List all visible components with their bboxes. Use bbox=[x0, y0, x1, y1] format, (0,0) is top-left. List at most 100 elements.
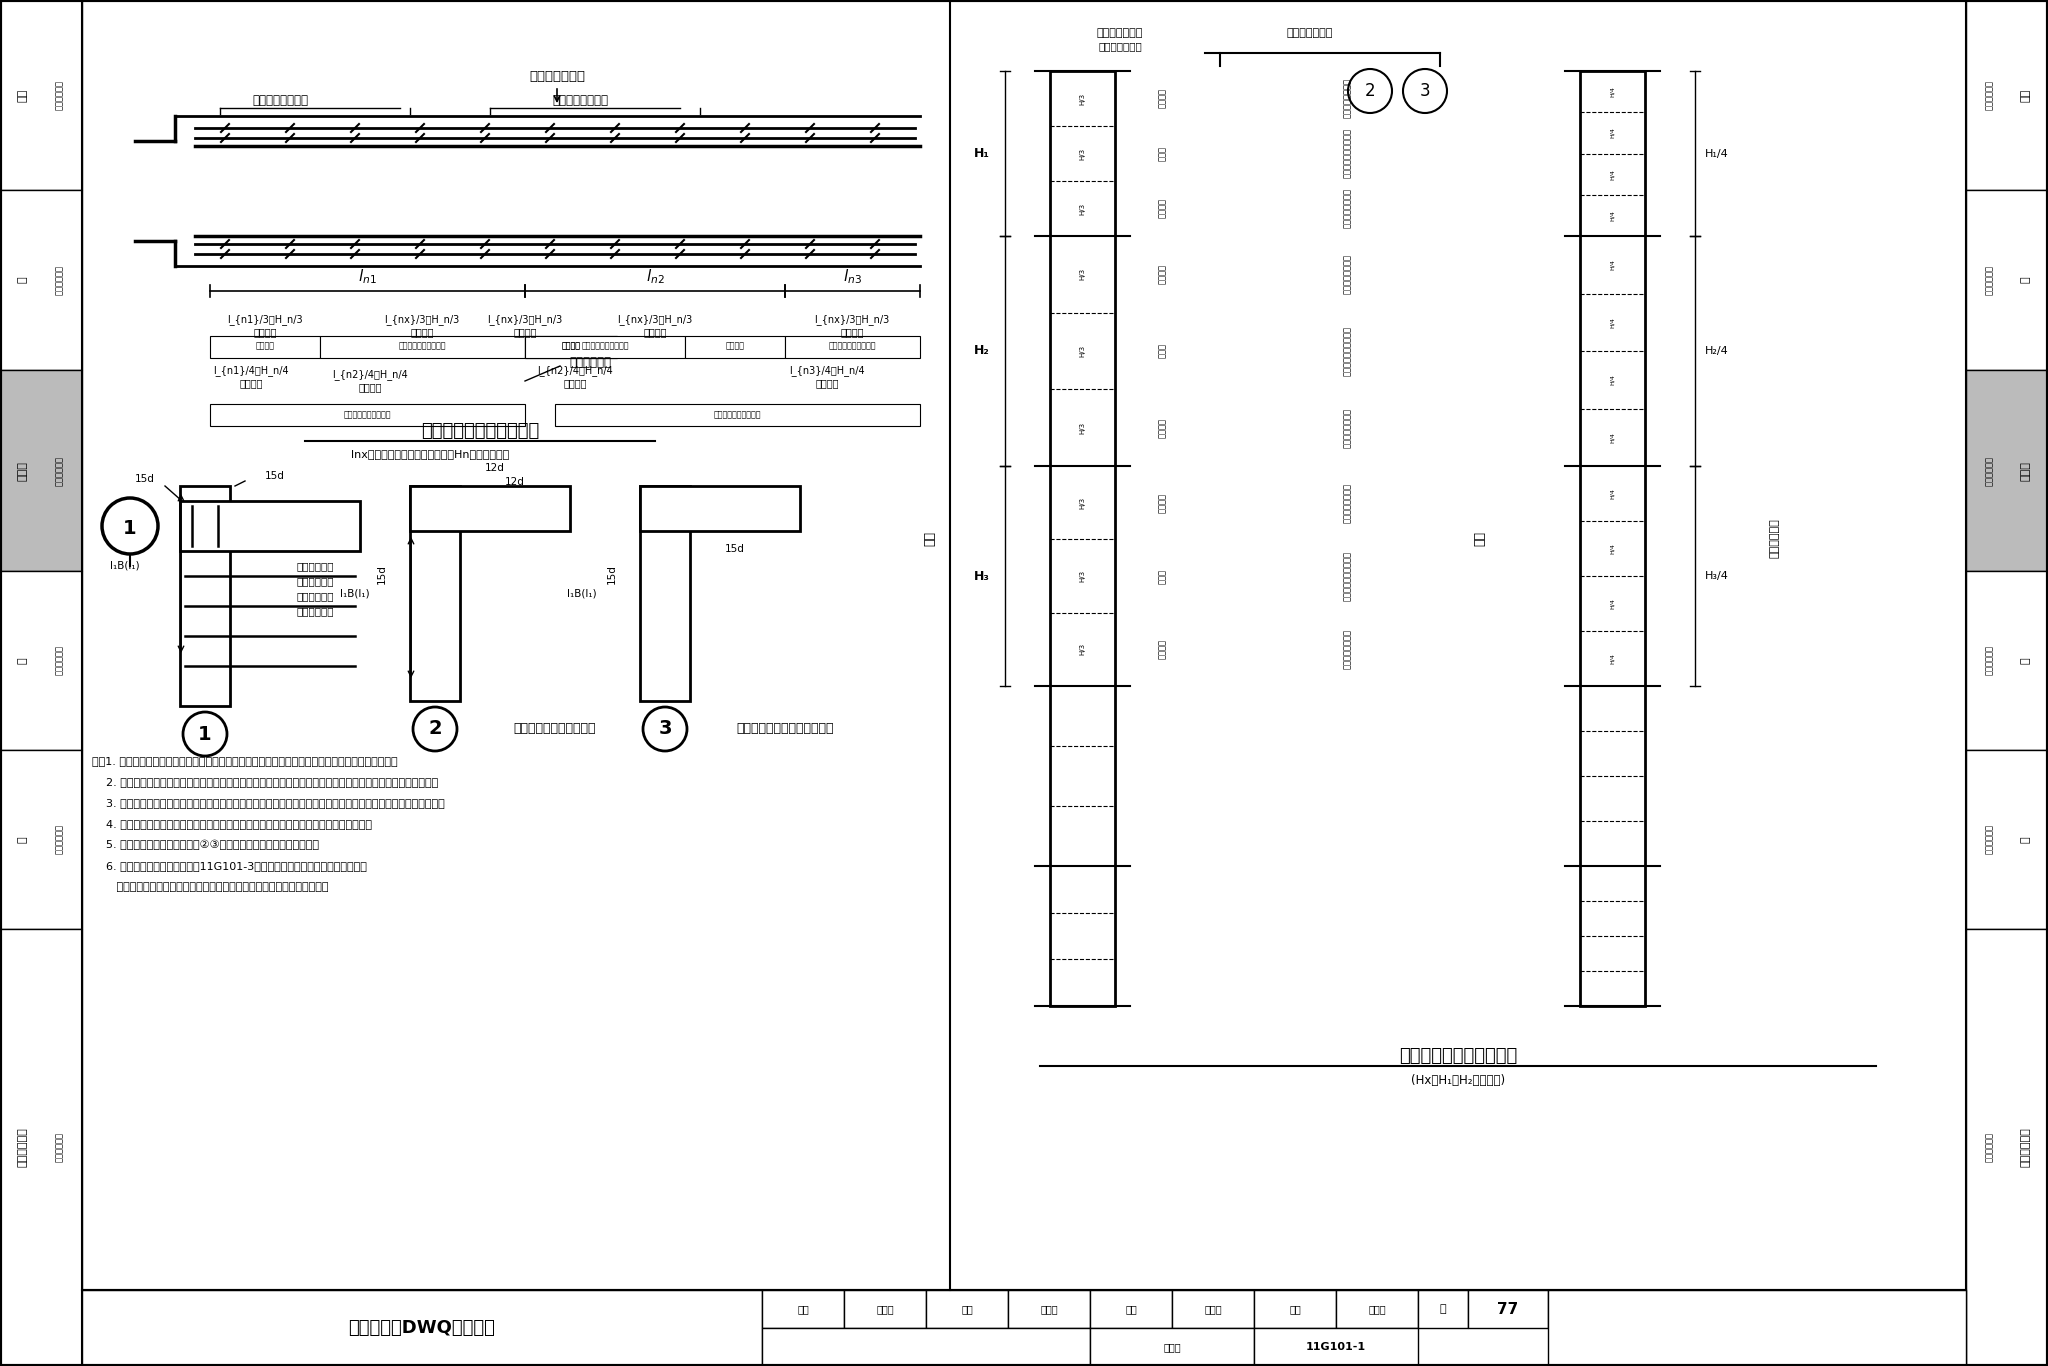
Text: 标准构造详图: 标准构造详图 bbox=[1985, 456, 1993, 485]
Text: l_{n1}/4、H_n/4: l_{n1}/4、H_n/4 bbox=[213, 366, 289, 377]
Text: 5. 外墙和顶板的连接节点做法②③的选用由设计人员在图纸中注明。: 5. 外墙和顶板的连接节点做法②③的选用由设计人员在图纸中注明。 bbox=[92, 840, 319, 851]
Text: lnx为相邻水平跨的较大净跨值，Hn为本层层高。: lnx为相邻水平跨的较大净跨值，Hn为本层层高。 bbox=[350, 449, 510, 459]
Text: 梁: 梁 bbox=[18, 657, 29, 664]
Circle shape bbox=[643, 708, 686, 751]
Text: H₃: H₃ bbox=[975, 570, 989, 582]
Text: 非连接区: 非连接区 bbox=[561, 342, 580, 351]
Text: 外侧竖向非贯通筋: 外侧竖向非贯通筋 bbox=[1343, 189, 1352, 228]
Text: 标准构造详图: 标准构造详图 bbox=[55, 1132, 63, 1162]
Text: 杨晓艳: 杨晓艳 bbox=[1204, 1305, 1223, 1314]
Text: 12d: 12d bbox=[506, 477, 524, 488]
Text: 外侧竖向贯通筋连接区: 外侧竖向贯通筋连接区 bbox=[1343, 128, 1352, 179]
Text: 楼板相关构造: 楼板相关构造 bbox=[2019, 1127, 2030, 1168]
Text: 标准构造详图: 标准构造详图 bbox=[55, 825, 63, 854]
Text: 楼板相关构造: 楼板相关构造 bbox=[18, 1127, 29, 1168]
Text: H/4: H/4 bbox=[1610, 653, 1614, 664]
Text: 校对: 校对 bbox=[1124, 1305, 1137, 1314]
Text: 15d: 15d bbox=[135, 474, 156, 484]
Text: 梁: 梁 bbox=[2019, 657, 2030, 664]
Text: 中较小值: 中较小值 bbox=[358, 382, 381, 392]
Text: 15d: 15d bbox=[264, 471, 285, 481]
Text: 外侧水平贯通筋连接区: 外侧水平贯通筋连接区 bbox=[582, 342, 629, 351]
Text: 标准构造详图: 标准构造详图 bbox=[55, 646, 63, 675]
Text: 非连接区: 非连接区 bbox=[1157, 265, 1167, 284]
Text: H/3: H/3 bbox=[1079, 268, 1085, 280]
Text: 赵宪波: 赵宪波 bbox=[1368, 1305, 1386, 1314]
Text: H/3: H/3 bbox=[1079, 93, 1085, 105]
Text: H/4: H/4 bbox=[1610, 598, 1614, 609]
Text: l_{n2}/4、H_n/4: l_{n2}/4、H_n/4 bbox=[332, 370, 408, 381]
Text: l_{nx}/3、H_n/3: l_{nx}/3、H_n/3 bbox=[385, 314, 459, 325]
Text: 非连接区: 非连接区 bbox=[256, 342, 274, 351]
Text: 外墙: 外墙 bbox=[924, 531, 936, 546]
Circle shape bbox=[182, 712, 227, 755]
Bar bbox=[180, 486, 229, 706]
Bar bbox=[211, 404, 524, 426]
Text: 内墙或扶壁柱: 内墙或扶壁柱 bbox=[1769, 519, 1780, 559]
Text: H/4: H/4 bbox=[1610, 86, 1614, 97]
Bar bbox=[1090, 1290, 1171, 1328]
Bar bbox=[1417, 1290, 1468, 1328]
Bar bbox=[0, 571, 82, 750]
Text: 制图规则和构造详图（独立基础、条形基础、筏形基础及桩基承台）》。: 制图规则和构造详图（独立基础、条形基础、筏形基础及桩基承台）》。 bbox=[92, 882, 328, 892]
Text: 地下室顶板顶面: 地下室顶板顶面 bbox=[1286, 27, 1333, 38]
Text: H₃/4: H₃/4 bbox=[1706, 571, 1729, 581]
Text: 标准构造详图: 标准构造详图 bbox=[1985, 81, 1993, 109]
Text: 内侧水平贯通筋连接区: 内侧水平贯通筋连接区 bbox=[713, 411, 760, 419]
Text: 外墙: 外墙 bbox=[1473, 531, 1487, 546]
Text: l_{nx}/3、H_n/3: l_{nx}/3、H_n/3 bbox=[616, 314, 692, 325]
Text: 77: 77 bbox=[1497, 1302, 1520, 1317]
Text: H/4: H/4 bbox=[1610, 374, 1614, 385]
Text: 6. 地下室外墙与基础的连接见11G101-3《混凝土结构施工图平面整体表示方法: 6. 地下室外墙与基础的连接见11G101-3《混凝土结构施工图平面整体表示方法 bbox=[92, 861, 367, 872]
Text: l₁B(l₁): l₁B(l₁) bbox=[111, 561, 139, 571]
Text: 扶壁柱或内墙: 扶壁柱或内墙 bbox=[569, 357, 610, 369]
Text: 审定: 审定 bbox=[961, 1305, 973, 1314]
Text: (Hx为H₁和H₂的较大值): (Hx为H₁和H₂的较大值) bbox=[1411, 1075, 1505, 1087]
Text: 3: 3 bbox=[1419, 82, 1430, 100]
Text: 4. 当扶壁柱、内墙不作为地下室外墙的平面外支承时，水平贯通筋的连接区域不受限制。: 4. 当扶壁柱、内墙不作为地下室外墙的平面外支承时，水平贯通筋的连接区域不受限制… bbox=[92, 820, 373, 829]
Text: 时可连通设置: 时可连通设置 bbox=[297, 607, 334, 616]
Bar bbox=[319, 336, 524, 358]
Text: 外侧水平非贯通筋: 外侧水平非贯通筋 bbox=[252, 94, 307, 108]
Text: 剪力墙: 剪力墙 bbox=[18, 460, 29, 481]
Text: 图集号: 图集号 bbox=[1163, 1341, 1182, 1352]
Text: 外侧竖向非贯通筋: 外侧竖向非贯通筋 bbox=[1343, 254, 1352, 294]
Text: l_{n2}/4、H_n/4: l_{n2}/4、H_n/4 bbox=[537, 366, 612, 377]
Bar bbox=[684, 336, 784, 358]
Bar bbox=[1966, 929, 2048, 1366]
Text: 标准构造详图: 标准构造详图 bbox=[1985, 825, 1993, 854]
Text: $l_{n3}$: $l_{n3}$ bbox=[842, 268, 862, 287]
Bar bbox=[1008, 1290, 1090, 1328]
Text: H/3: H/3 bbox=[1079, 497, 1085, 508]
Text: l_{n1}/3、H_n/3: l_{n1}/3、H_n/3 bbox=[227, 314, 303, 325]
Bar bbox=[784, 336, 920, 358]
Bar bbox=[82, 1290, 762, 1366]
Text: H/4: H/4 bbox=[1610, 127, 1614, 138]
Text: $l_{n2}$: $l_{n2}$ bbox=[645, 268, 664, 287]
Text: 吴耀辉: 吴耀辉 bbox=[877, 1305, 893, 1314]
Text: 2: 2 bbox=[1364, 82, 1376, 100]
Text: 连接区: 连接区 bbox=[1157, 146, 1167, 161]
Bar bbox=[1966, 750, 2048, 929]
Text: 非连接区: 非连接区 bbox=[1157, 493, 1167, 512]
Text: H/3: H/3 bbox=[1079, 202, 1085, 214]
Bar bbox=[524, 336, 684, 358]
Text: l_{nx}/3、H_n/3: l_{nx}/3、H_n/3 bbox=[487, 314, 563, 325]
Bar bbox=[0, 750, 82, 929]
Text: H₂/4: H₂/4 bbox=[1706, 346, 1729, 357]
Text: 页: 页 bbox=[1440, 1305, 1446, 1314]
Text: 标准构造详图: 标准构造详图 bbox=[55, 265, 63, 295]
Bar bbox=[762, 1290, 844, 1328]
Text: 非连接区: 非连接区 bbox=[1157, 89, 1167, 108]
Bar bbox=[1468, 1290, 1548, 1328]
Text: 中较小值: 中较小值 bbox=[410, 326, 434, 337]
Text: H₁: H₁ bbox=[975, 148, 989, 160]
Text: 外侧竖向非贯通筋: 外侧竖向非贯通筋 bbox=[1343, 482, 1352, 523]
Text: H/3: H/3 bbox=[1079, 570, 1085, 582]
Bar bbox=[1579, 71, 1645, 1005]
Text: 板: 板 bbox=[18, 836, 29, 843]
Text: 柱: 柱 bbox=[2019, 277, 2030, 283]
Text: 15d: 15d bbox=[377, 564, 387, 583]
Text: 总则: 总则 bbox=[2019, 89, 2030, 101]
Bar bbox=[639, 486, 690, 701]
